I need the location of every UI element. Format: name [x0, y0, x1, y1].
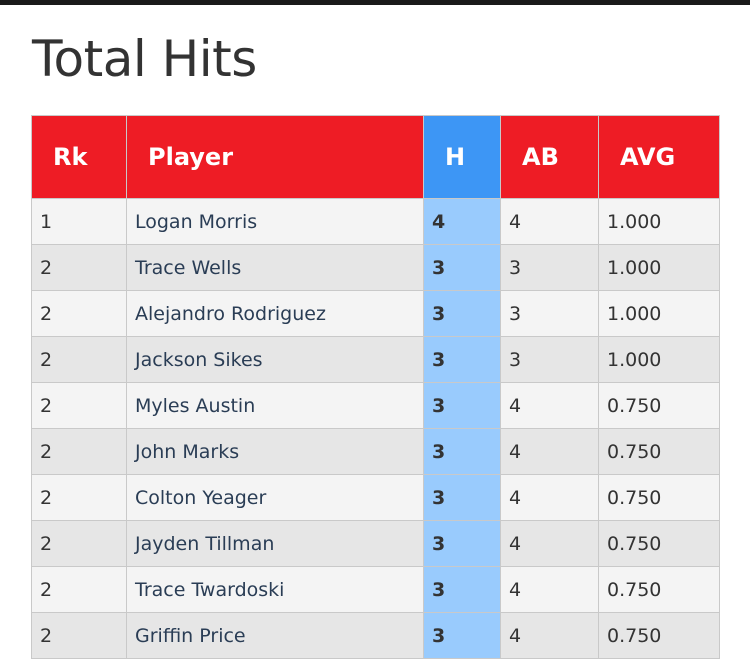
table-header-row: Rk Player H AB AVG	[31, 115, 720, 199]
table-row: 2 Trace Twardoski 3 4 0.750	[31, 566, 720, 613]
cell-rk: 2	[31, 474, 127, 521]
cell-ab: 3	[500, 290, 599, 337]
cell-rk: 2	[31, 566, 127, 613]
cell-ab: 4	[500, 198, 599, 245]
cell-h: 3	[423, 290, 501, 337]
cell-h: 3	[423, 428, 501, 475]
cell-rk: 2	[31, 520, 127, 567]
column-header-avg[interactable]: AVG	[598, 115, 720, 199]
cell-rk: 2	[31, 336, 127, 383]
cell-ab: 3	[500, 336, 599, 383]
cell-avg: 0.750	[598, 612, 720, 659]
cell-avg: 1.000	[598, 336, 720, 383]
cell-h: 3	[423, 244, 501, 291]
cell-rk: 2	[31, 612, 127, 659]
cell-player[interactable]: Trace Twardoski	[126, 566, 424, 613]
cell-player[interactable]: Griffin Price	[126, 612, 424, 659]
cell-avg: 1.000	[598, 244, 720, 291]
cell-h: 3	[423, 612, 501, 659]
cell-avg: 0.750	[598, 382, 720, 429]
cell-ab: 4	[500, 474, 599, 521]
cell-player[interactable]: Alejandro Rodriguez	[126, 290, 424, 337]
cell-h: 3	[423, 520, 501, 567]
table-row: 2 Jackson Sikes 3 3 1.000	[31, 336, 720, 383]
cell-h: 3	[423, 474, 501, 521]
cell-player[interactable]: Colton Yeager	[126, 474, 424, 521]
table-row: 2 Jayden Tillman 3 4 0.750	[31, 520, 720, 567]
table-row: 2 Colton Yeager 3 4 0.750	[31, 474, 720, 521]
cell-rk: 2	[31, 244, 127, 291]
cell-avg: 0.750	[598, 474, 720, 521]
table-row: 2 John Marks 3 4 0.750	[31, 428, 720, 475]
cell-h: 3	[423, 566, 501, 613]
column-header-ab[interactable]: AB	[500, 115, 599, 199]
cell-h: 3	[423, 336, 501, 383]
cell-player[interactable]: Logan Morris	[126, 198, 424, 245]
cell-player[interactable]: Jayden Tillman	[126, 520, 424, 567]
column-header-player[interactable]: Player	[126, 115, 424, 199]
cell-avg: 0.750	[598, 428, 720, 475]
column-header-h[interactable]: H	[423, 115, 501, 199]
page-title: Total Hits	[32, 30, 257, 88]
cell-ab: 4	[500, 428, 599, 475]
cell-avg: 1.000	[598, 290, 720, 337]
cell-h: 4	[423, 198, 501, 245]
table-row: 1 Logan Morris 4 4 1.000	[31, 198, 720, 245]
cell-avg: 1.000	[598, 198, 720, 245]
cell-ab: 4	[500, 612, 599, 659]
hits-table: Rk Player H AB AVG 1 Logan Morris 4 4 1.000 2…	[31, 115, 720, 659]
cell-rk: 2	[31, 290, 127, 337]
cell-avg: 0.750	[598, 566, 720, 613]
table-row: 2 Trace Wells 3 3 1.000	[31, 244, 720, 291]
cell-ab: 4	[500, 566, 599, 613]
cell-avg: 0.750	[598, 520, 720, 567]
cell-rk: 1	[31, 198, 127, 245]
top-border	[0, 0, 750, 5]
column-header-rk[interactable]: Rk	[31, 115, 127, 199]
table-row: 2 Alejandro Rodriguez 3 3 1.000	[31, 290, 720, 337]
cell-ab: 4	[500, 382, 599, 429]
cell-ab: 4	[500, 520, 599, 567]
cell-player[interactable]: Myles Austin	[126, 382, 424, 429]
cell-player[interactable]: Trace Wells	[126, 244, 424, 291]
cell-rk: 2	[31, 382, 127, 429]
cell-player[interactable]: John Marks	[126, 428, 424, 475]
table-row: 2 Myles Austin 3 4 0.750	[31, 382, 720, 429]
cell-ab: 3	[500, 244, 599, 291]
cell-player[interactable]: Jackson Sikes	[126, 336, 424, 383]
table-body: 1 Logan Morris 4 4 1.000 2 Trace Wells 3 3 1.000 2…	[31, 198, 720, 659]
cell-h: 3	[423, 382, 501, 429]
cell-rk: 2	[31, 428, 127, 475]
table-row: 2 Griffin Price 3 4 0.750	[31, 612, 720, 659]
